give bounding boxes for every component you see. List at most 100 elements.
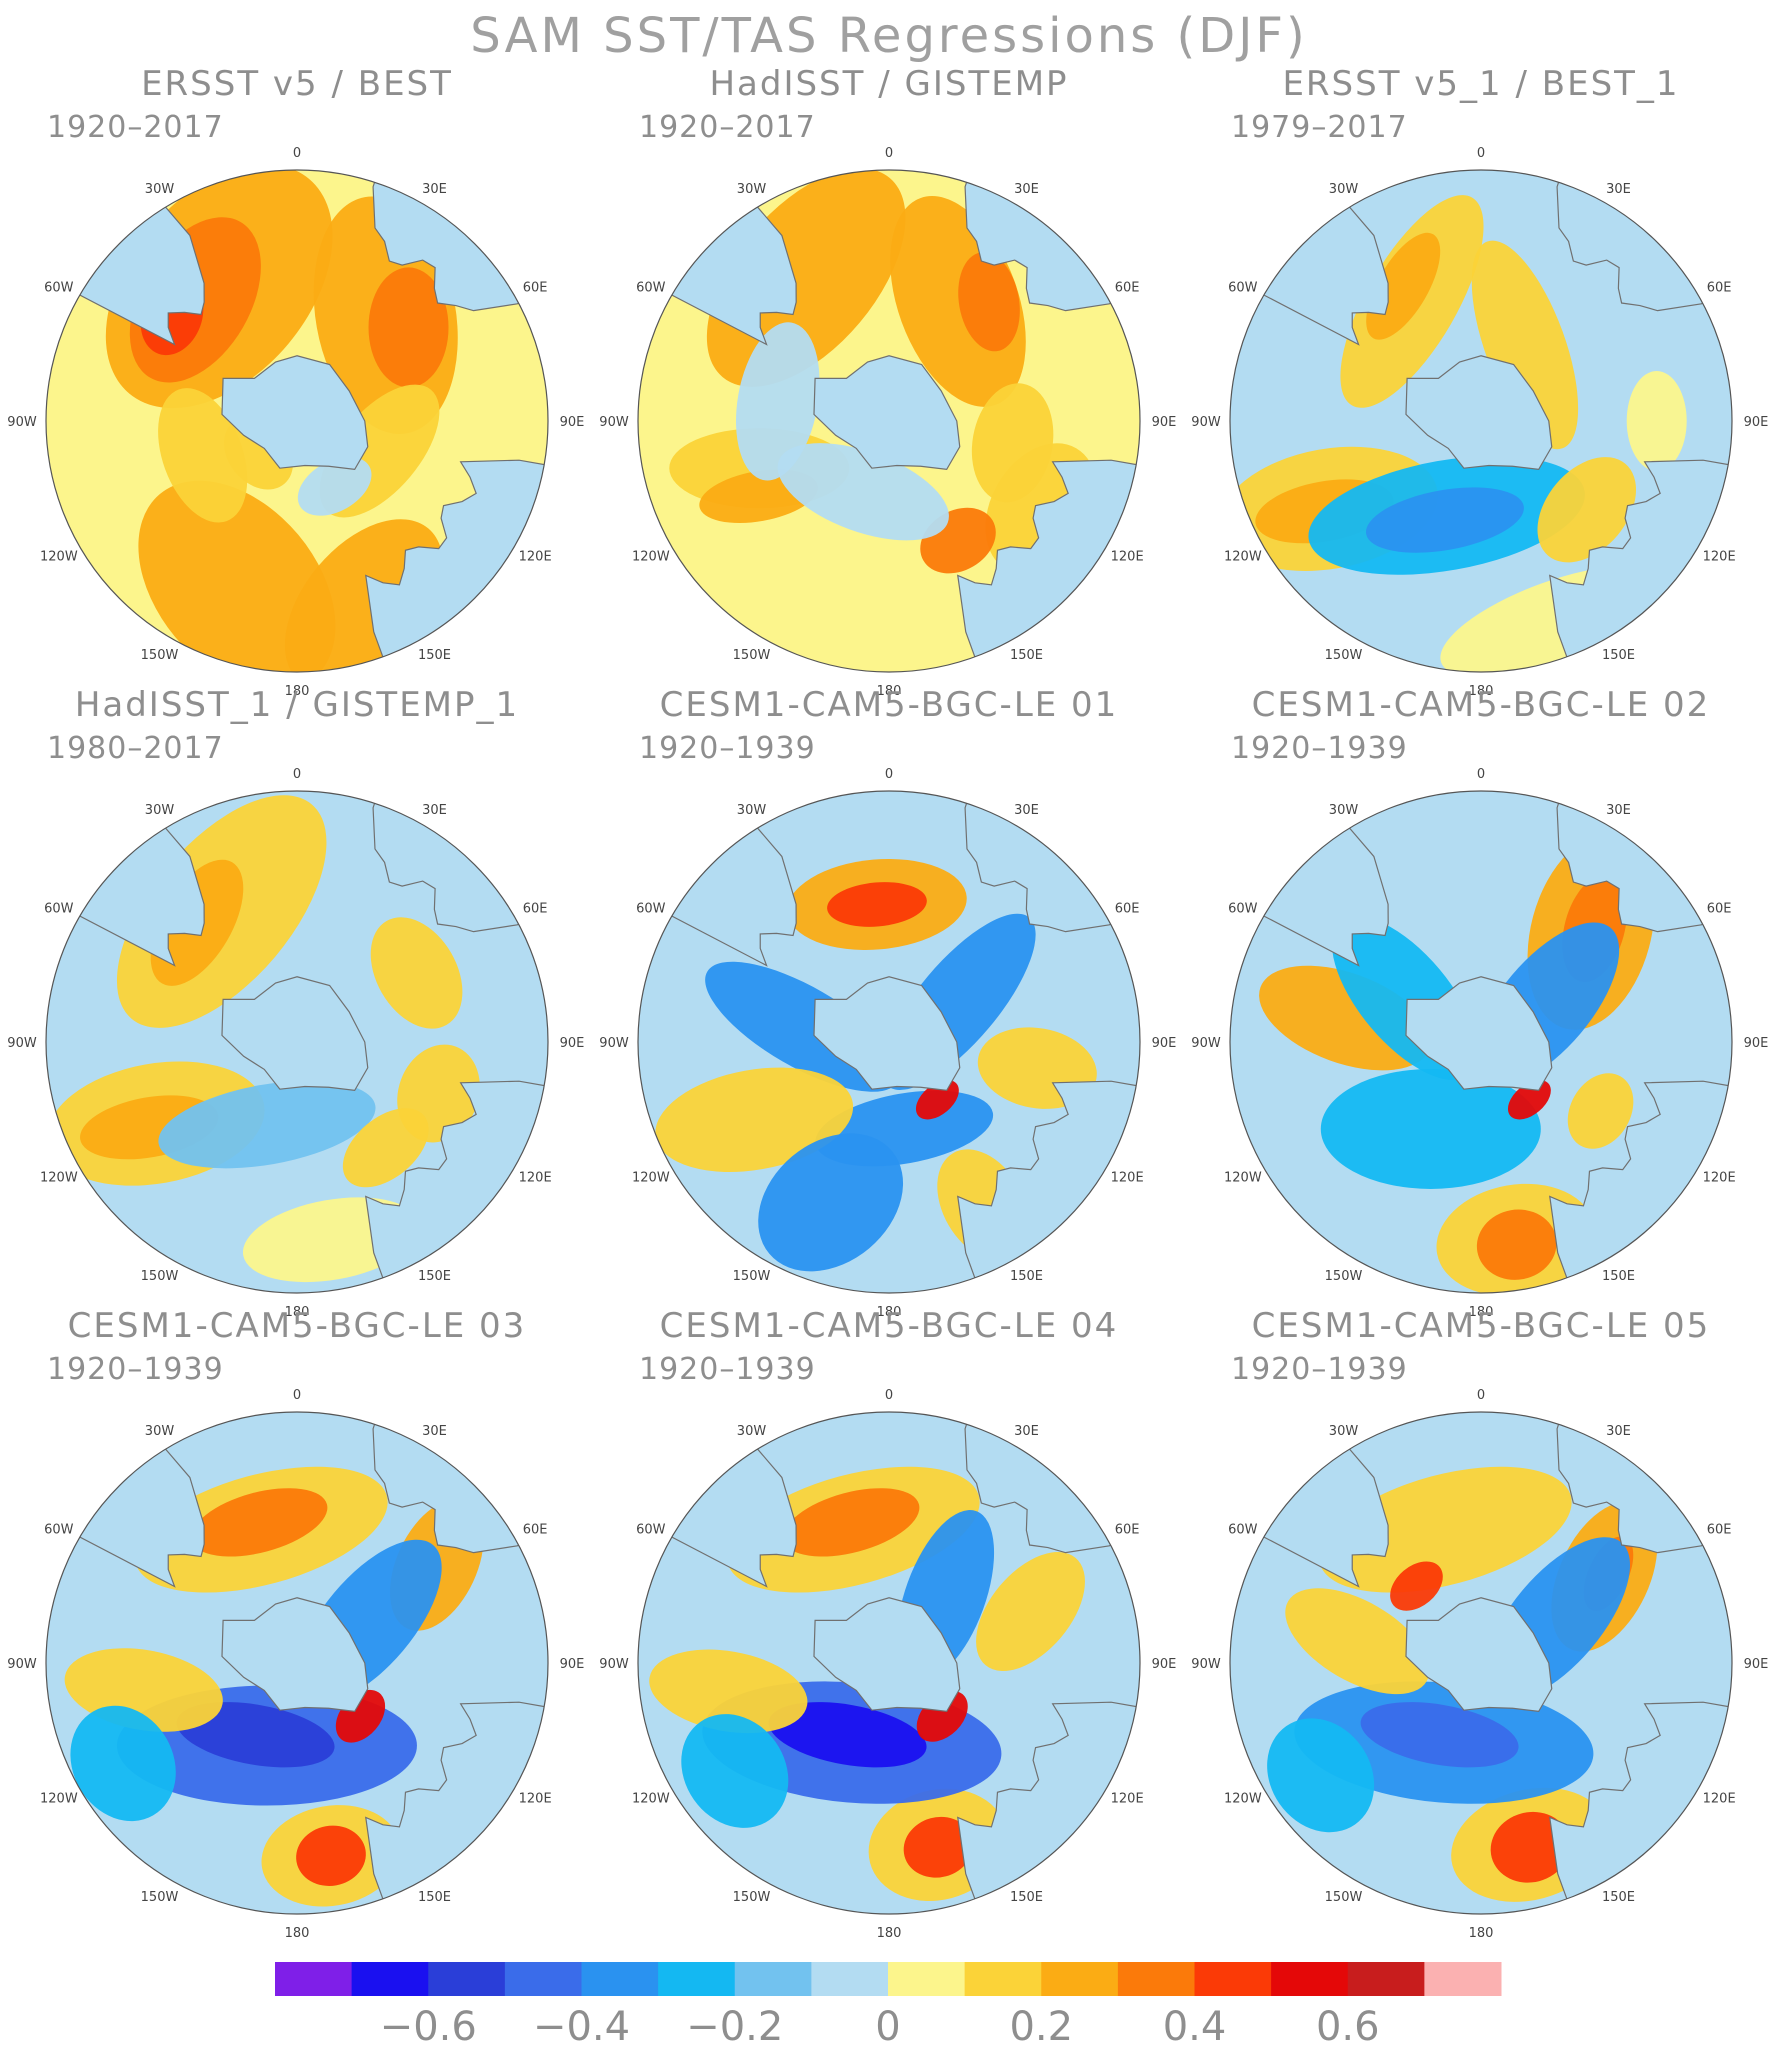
map-boundary — [45, 1411, 549, 1915]
map-boundary — [637, 169, 1141, 673]
anomaly-blob — [370, 917, 463, 1029]
anomaly-blob — [681, 1714, 789, 1828]
anomaly-blob — [158, 388, 248, 523]
longitude-label: 30W — [737, 1424, 767, 1439]
longitude-label: 60E — [1115, 1523, 1140, 1538]
longitude-label: 150E — [418, 648, 451, 663]
longitude-label: 180 — [285, 684, 310, 699]
longitude-label: 60E — [1707, 281, 1732, 296]
anomaly-blob — [1318, 1466, 1572, 1593]
longitude-label: 150W — [141, 1269, 179, 1284]
longitude-label: 60E — [1115, 902, 1140, 917]
panel-period: 1979–2017 — [1231, 110, 1408, 145]
longitude-label: 150E — [1010, 1269, 1043, 1284]
map-boundary — [637, 1411, 1141, 1915]
longitude-label: 90E — [1744, 415, 1769, 430]
anomaly-blob — [1537, 457, 1637, 563]
regression-field — [46, 791, 548, 1293]
longitude-label: 30E — [1606, 1424, 1631, 1439]
anomaly-blob — [158, 1080, 376, 1169]
colorbar-swatch — [1194, 1962, 1272, 1996]
panel-title: CESM1-CAM5-BGC-LE 02 — [1252, 685, 1711, 725]
longitude-label: 0 — [1477, 767, 1485, 782]
longitude-label: 90E — [1744, 1036, 1769, 1051]
longitude-label: 120E — [519, 1171, 552, 1186]
longitude-label: 120W — [1224, 1792, 1262, 1807]
longitude-label: 90E — [560, 1036, 585, 1051]
longitude-label: 120W — [1224, 1171, 1262, 1186]
longitude-label: 150W — [733, 648, 771, 663]
colorbar-swatch — [504, 1962, 582, 1996]
panel-title: CESM1-CAM5-BGC-LE 01 — [660, 685, 1119, 725]
map-panel: ERSST v5 / BEST 1920–2017 0 30E 60E 90E 120E 15… — [7, 64, 584, 699]
longitude-label: 30W — [737, 182, 767, 197]
longitude-label: 0 — [1477, 1388, 1485, 1403]
colorbar-swatch — [1424, 1962, 1502, 1996]
longitude-label: 60E — [523, 281, 548, 296]
longitude-label: 120E — [519, 1792, 552, 1807]
anomaly-blob — [176, 1702, 335, 1768]
longitude-label: 90W — [599, 1657, 629, 1672]
longitude-label: 60W — [44, 1523, 74, 1538]
panel-title: CESM1-CAM5-BGC-LE 03 — [68, 1306, 527, 1346]
longitude-label: 0 — [1477, 146, 1485, 161]
panel-title: ERSST v5 / BEST — [141, 64, 453, 104]
anomaly-blob — [297, 456, 372, 516]
anomaly-blob — [1626, 371, 1687, 471]
panel-period: 1920–1939 — [1231, 731, 1408, 766]
anomaly-blob — [1567, 1073, 1634, 1149]
anomaly-blob — [1360, 1702, 1519, 1768]
colorbar-swatch — [658, 1962, 736, 1996]
longitude-label: 90E — [1744, 1657, 1769, 1672]
longitude-label: 90E — [1152, 1657, 1177, 1672]
longitude-label: 60E — [523, 1523, 548, 1538]
longitude-label: 150E — [1010, 1890, 1043, 1905]
colorbar-swatch — [581, 1962, 659, 1996]
anomaly-blob — [768, 1702, 927, 1768]
longitude-label: 150E — [418, 1890, 451, 1905]
anomaly-blob — [1267, 1718, 1375, 1833]
antarctica-land — [813, 976, 961, 1092]
colorbar-swatch — [1347, 1962, 1425, 1996]
longitude-label: 180 — [1469, 1926, 1494, 1941]
longitude-label: 30E — [1014, 1424, 1039, 1439]
longitude-label: 150W — [1325, 1269, 1363, 1284]
longitude-label: 120E — [1703, 1171, 1736, 1186]
anomaly-blob — [342, 1108, 429, 1188]
map-boundary — [1229, 790, 1733, 1294]
colorbar-swatch — [351, 1962, 429, 1996]
longitude-label: 120W — [40, 1792, 78, 1807]
longitude-label: 90W — [1191, 1657, 1221, 1672]
longitude-label: 150W — [1325, 648, 1363, 663]
map-panel: ERSST v5_1 / BEST_1 1979–2017 0 30E 60E 90E 12… — [1191, 64, 1769, 699]
longitude-label: 30E — [1014, 182, 1039, 197]
longitude-label: 30E — [422, 803, 447, 818]
longitude-label: 180 — [1469, 1305, 1494, 1320]
longitude-label: 30W — [1329, 803, 1359, 818]
longitude-label: 90W — [7, 1657, 37, 1672]
longitude-label: 30W — [1329, 182, 1359, 197]
panel-period: 1920–1939 — [1231, 1352, 1408, 1387]
longitude-label: 60W — [636, 902, 666, 917]
longitude-label: 120E — [519, 550, 552, 565]
longitude-label: 180 — [877, 684, 902, 699]
anomaly-blob — [296, 1825, 366, 1886]
regression-field — [638, 1412, 1140, 1914]
longitude-label: 120W — [632, 1792, 670, 1807]
colorbar: −0.6 −0.4 −0.2 0 0.2 0.4 0.6 — [275, 1962, 1502, 2046]
antarctica-land — [813, 355, 961, 471]
colorbar-tick-label: 0 — [875, 2004, 900, 2046]
antarctica-land — [1405, 355, 1553, 471]
longitude-label: 0 — [293, 1388, 301, 1403]
colorbar-swatch — [734, 1962, 812, 1996]
anomaly-blob — [903, 1816, 974, 1878]
longitude-label: 0 — [885, 767, 893, 782]
colorbar-swatch — [811, 1962, 889, 1996]
map-boundary — [1229, 169, 1733, 673]
colorbar-tick-label: 0.2 — [1009, 2004, 1073, 2046]
longitude-label: 120W — [40, 550, 78, 565]
panel-title: CESM1-CAM5-BGC-LE 04 — [660, 1306, 1119, 1346]
longitude-label: 150W — [1325, 1890, 1363, 1905]
longitude-label: 120E — [1111, 1171, 1144, 1186]
longitude-label: 30W — [145, 803, 175, 818]
